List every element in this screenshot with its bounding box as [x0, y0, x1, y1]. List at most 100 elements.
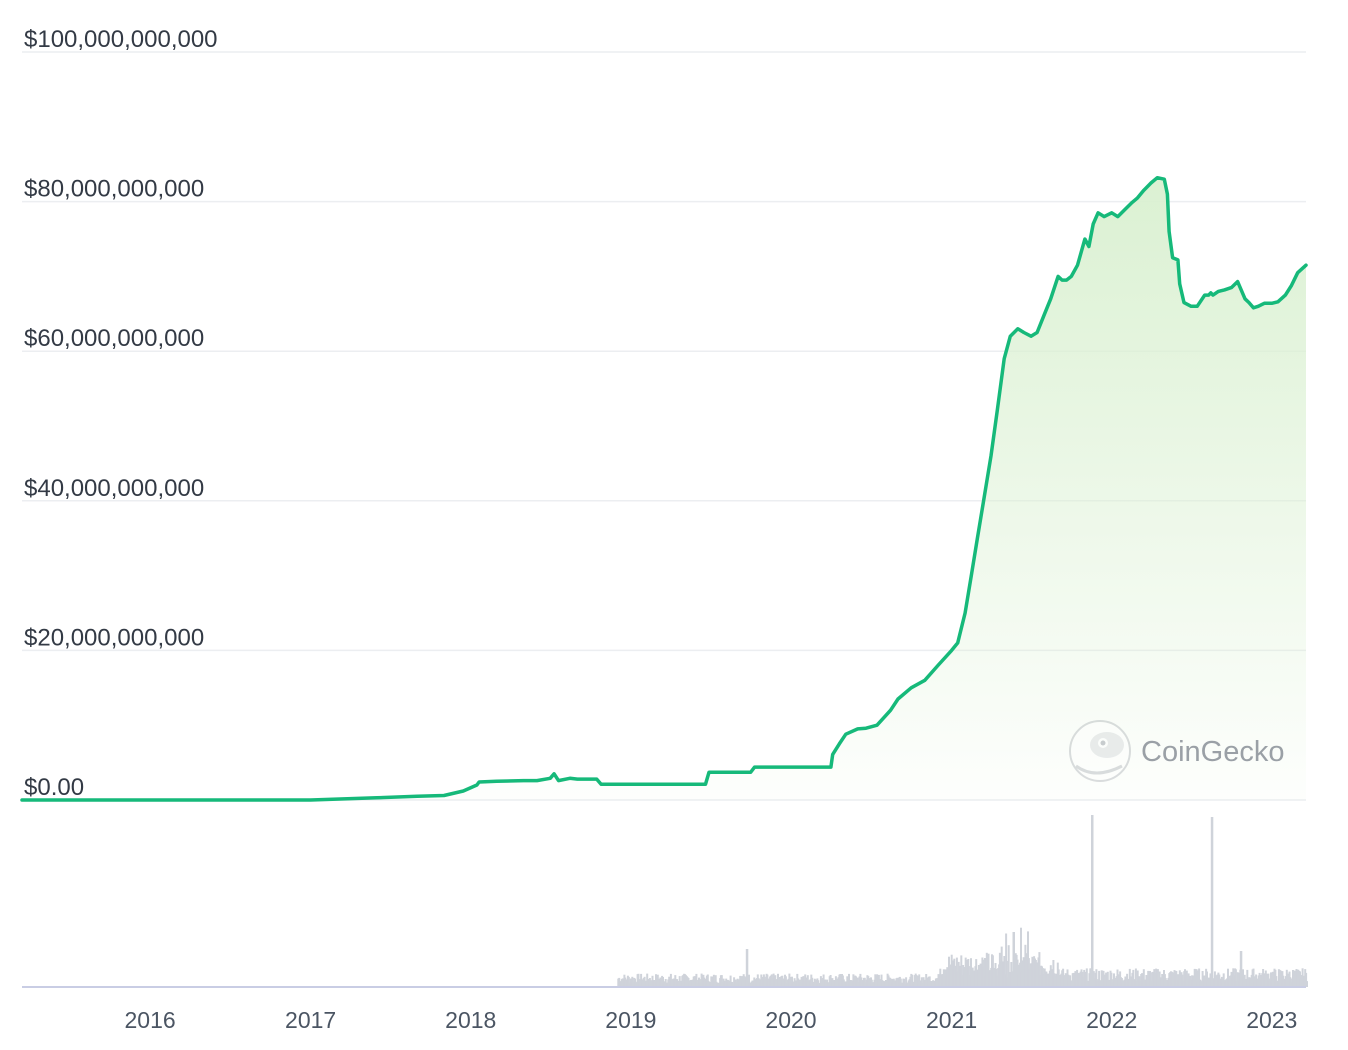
volume-bar: [918, 974, 921, 987]
volume-bar: [1156, 969, 1159, 987]
volume-bar: [1106, 971, 1109, 987]
volume-bar: [1198, 968, 1201, 987]
volume-bar: [970, 958, 972, 987]
volume-bar: [1171, 972, 1174, 987]
volume-bar: [789, 976, 792, 987]
volume-bar: [889, 978, 892, 987]
volume-spike: [1210, 817, 1214, 987]
volume-bar: [1134, 968, 1137, 987]
volume-bar: [984, 958, 986, 987]
volume-bar: [928, 976, 931, 987]
volume-spike: [1012, 932, 1015, 987]
x-axis-tick-labels: 2016 2017 2018 2019 2020 2021 2022 2023: [125, 1007, 1298, 1033]
volume-bar: [905, 977, 908, 987]
volume-bar: [1110, 972, 1113, 987]
volume-bar: [987, 953, 990, 987]
volume-bar: [1005, 960, 1008, 987]
volume-bar: [1038, 952, 1041, 987]
volume-bar: [1095, 969, 1098, 987]
volume-bar: [960, 955, 963, 987]
market-cap-area: [22, 177, 1306, 800]
x-tick-label: 2021: [926, 1007, 977, 1033]
volume-bar: [687, 978, 690, 987]
x-tick-label: 2017: [285, 1007, 336, 1033]
volume-bar: [1126, 973, 1129, 987]
volume-bar: [797, 978, 800, 987]
volume-bar: [748, 974, 750, 987]
volume-bar: [1195, 969, 1198, 987]
volume-bar: [1149, 972, 1152, 987]
volume-bar: [1003, 956, 1006, 987]
volume-bar: [903, 978, 906, 987]
volume-bar: [1158, 971, 1161, 987]
volume-bar: [1016, 959, 1019, 987]
market-cap-line: [20, 175, 1308, 802]
watermark-text: CoinGecko: [1141, 736, 1284, 768]
volume-bar: [1098, 970, 1101, 987]
volume-bar: [662, 977, 664, 987]
volume-bar: [806, 975, 809, 987]
volume-bar: [829, 975, 832, 987]
volume-bar: [733, 977, 736, 987]
volume-bar: [1305, 972, 1308, 987]
volume-bar: [1005, 933, 1008, 987]
volume-bar: [1085, 968, 1088, 987]
x-tick-label: 2020: [765, 1007, 816, 1033]
x-tick-label: 2016: [125, 1007, 176, 1033]
volume-bar: [714, 975, 717, 987]
coingecko-watermark: CoinGecko: [1069, 720, 1284, 782]
y-tick-label: $0.00: [24, 774, 84, 801]
volume-bar: [737, 979, 740, 987]
volume-bar: [1105, 972, 1108, 987]
x-tick-label: 2018: [445, 1007, 496, 1033]
volume-bar: [640, 973, 643, 987]
volume-bar: [1262, 969, 1265, 987]
volume-bar: [920, 977, 923, 987]
volume-bar: [1301, 968, 1304, 987]
volume-spike: [1239, 951, 1243, 987]
y-tick-label: $40,000,000,000: [24, 475, 204, 502]
x-tick-label: 2023: [1246, 1007, 1297, 1033]
volume-bar: [1000, 946, 1003, 987]
volume-bar: [655, 974, 657, 987]
volume-bar: [1234, 969, 1237, 987]
volume-bar: [1265, 973, 1268, 987]
y-tick-label: $80,000,000,000: [24, 176, 204, 203]
volume-bar: [1206, 971, 1208, 987]
volume-bar: [1069, 975, 1072, 987]
gecko-logo-icon: [1069, 720, 1131, 782]
volume-bar: [784, 976, 787, 987]
volume-bar: [720, 975, 723, 987]
y-axis-tick-labels: $100,000,000,000 $80,000,000,000 $60,000,0…: [24, 26, 218, 801]
volume-spike: [1091, 815, 1094, 987]
volume-bar: [911, 974, 914, 987]
volume-bar: [712, 974, 715, 987]
x-tick-label: 2022: [1086, 1007, 1137, 1033]
x-tick-label: 2019: [605, 1007, 656, 1033]
volume-bar: [1136, 970, 1139, 987]
y-tick-label: $100,000,000,000: [24, 26, 218, 53]
volume-bars: [617, 815, 1308, 987]
volume-bar: [1007, 945, 1010, 987]
volume-bar: [637, 973, 640, 987]
volume-bar: [1246, 969, 1249, 987]
volume-bar: [1142, 969, 1145, 987]
volume-bar: [1306, 981, 1308, 987]
volume-bar: [1020, 927, 1022, 987]
volume-bar: [729, 975, 732, 987]
volume-bar: [822, 974, 825, 987]
volume-bar: [1201, 971, 1204, 987]
volume-bar: [1113, 973, 1115, 987]
volume-bar: [627, 976, 630, 987]
y-tick-label: $60,000,000,000: [24, 325, 204, 352]
volume-bar: [678, 976, 681, 987]
volume-bar: [967, 959, 970, 987]
volume-spike: [745, 949, 749, 987]
volume-bar: [979, 963, 982, 987]
volume-bar: [706, 974, 709, 987]
volume-bar: [695, 973, 698, 987]
volume-bar: [1270, 972, 1272, 987]
volume-bar: [1237, 972, 1240, 987]
volume-bar: [1252, 968, 1255, 987]
